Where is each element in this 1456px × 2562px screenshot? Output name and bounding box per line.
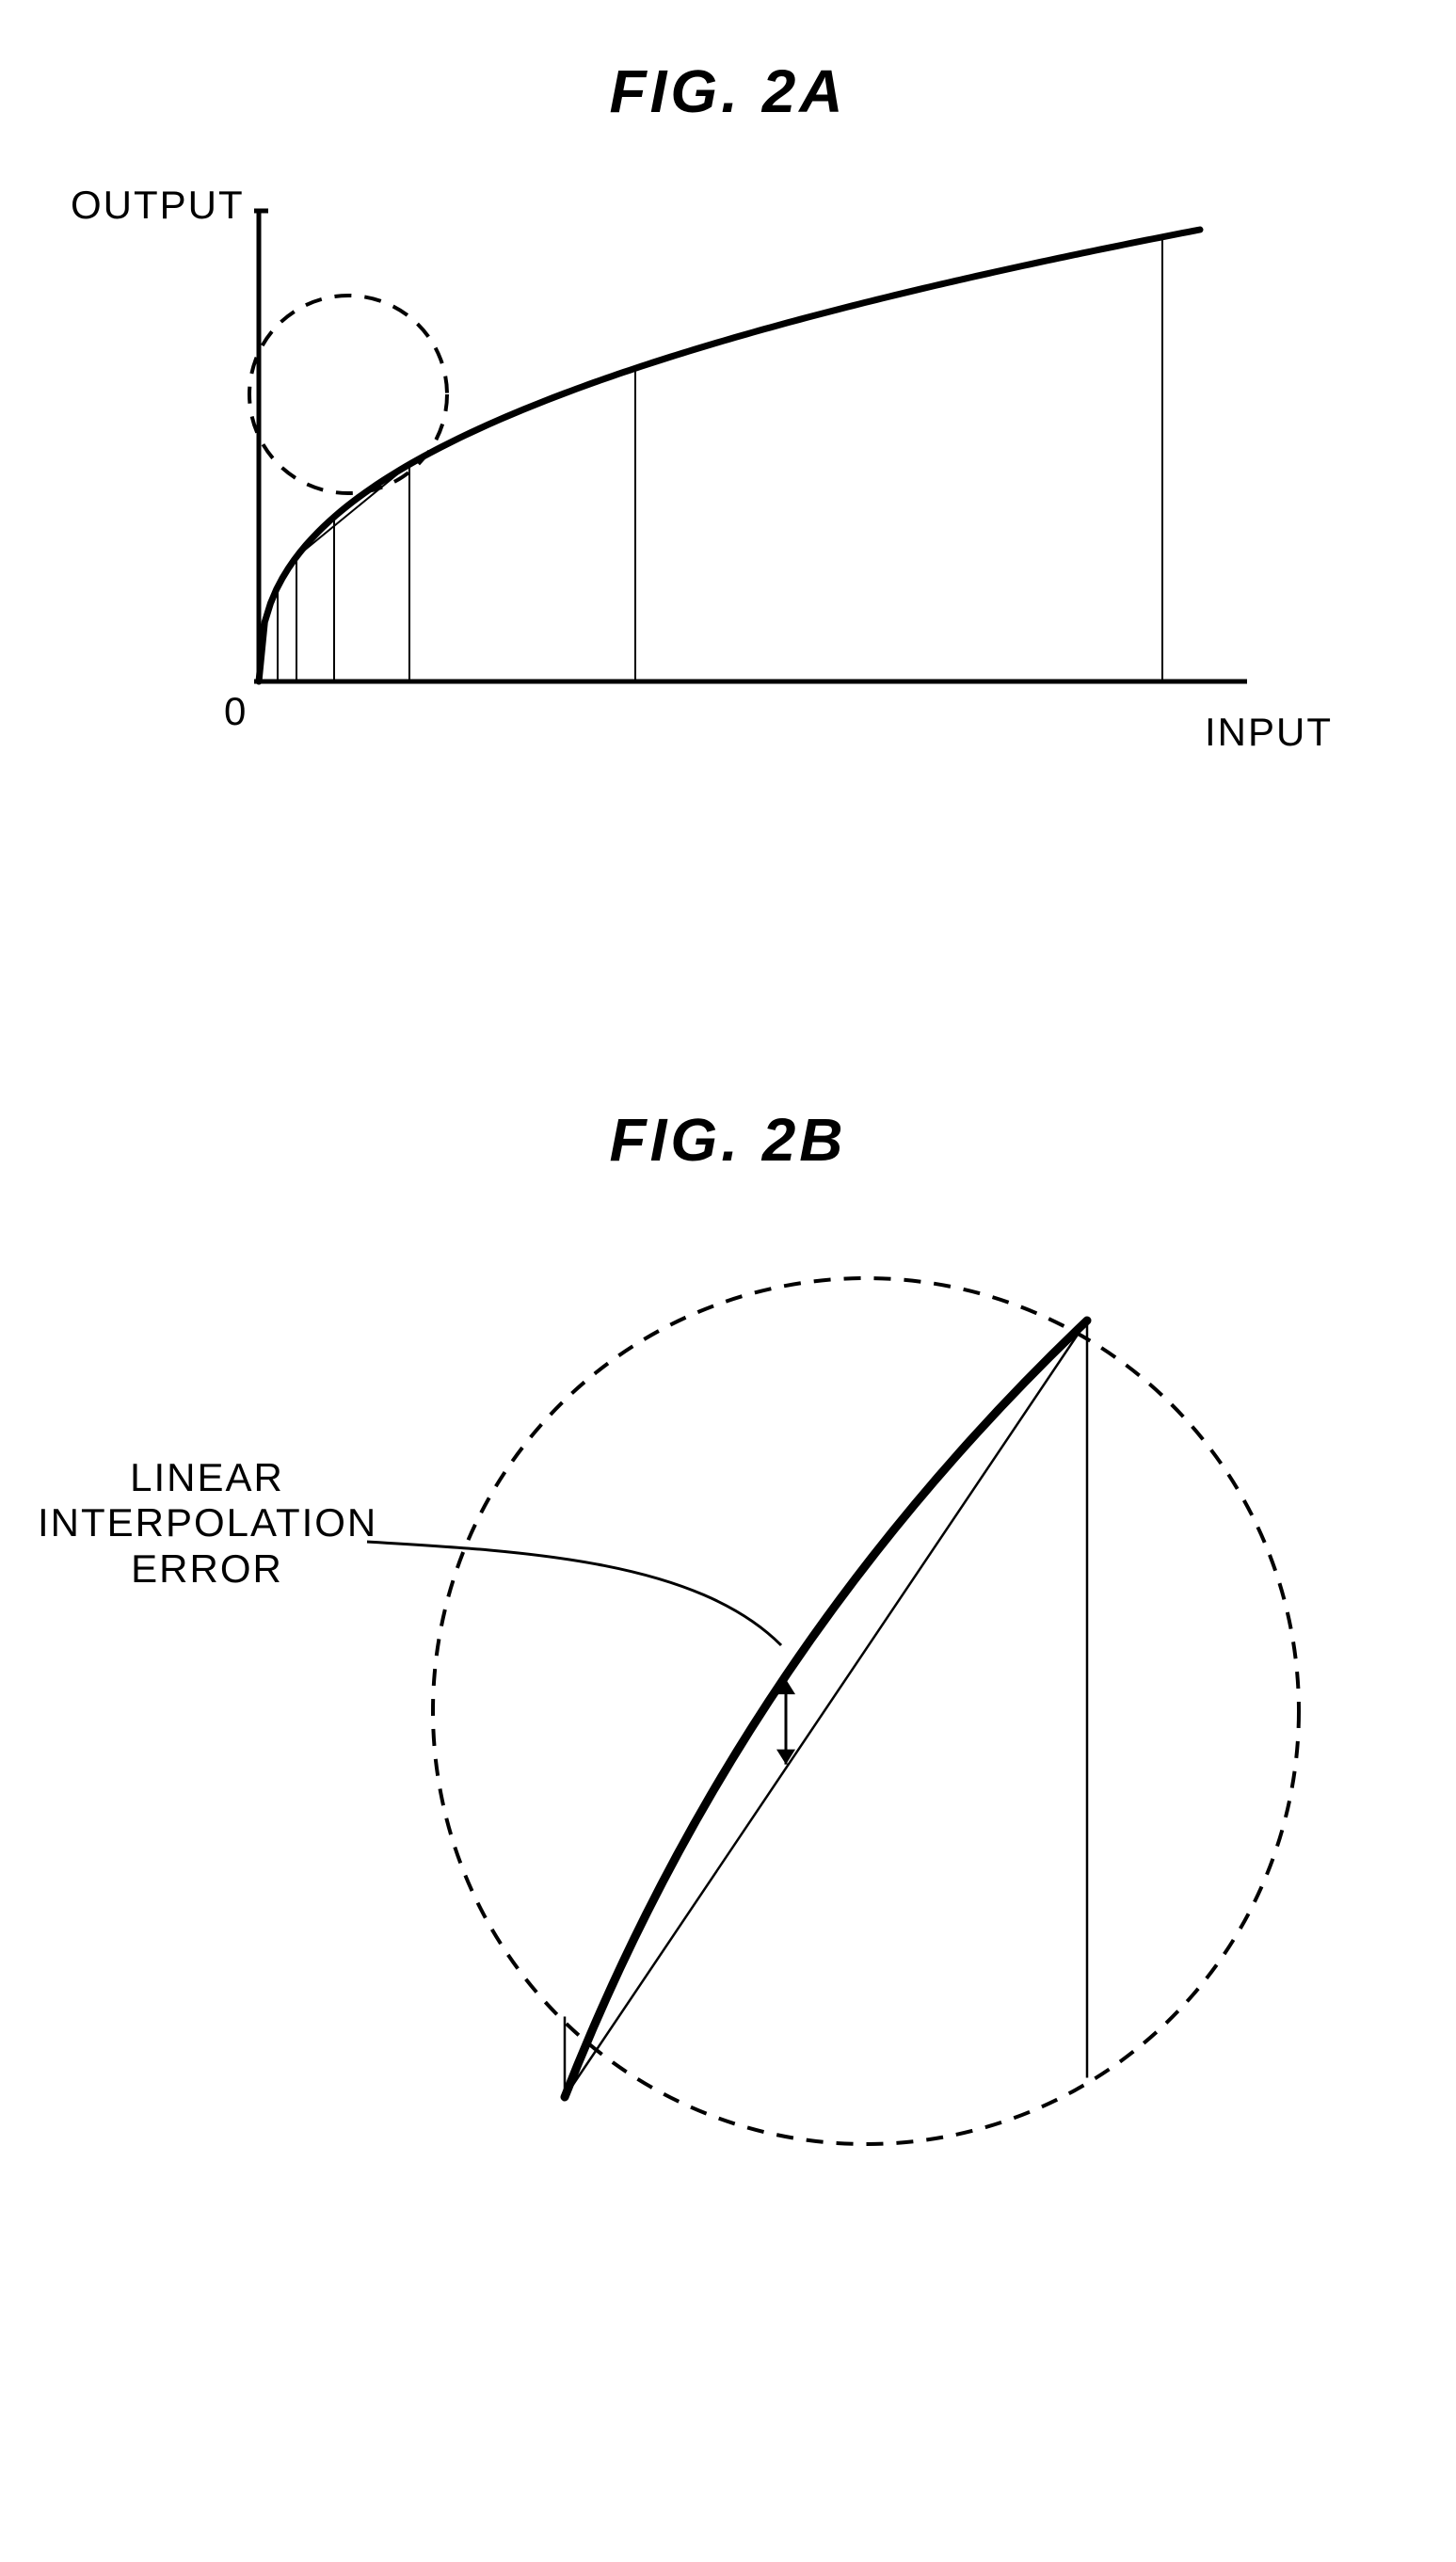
figure-2a-svg — [0, 154, 1456, 794]
figure-2a-title: FIG. 2A — [0, 0, 1456, 154]
figure-2a: FIG. 2A OUTPUT 0 INPUT — [0, 0, 1456, 794]
figure-2b: FIG. 2B LINEAR INTERPOLATION ERROR — [0, 1105, 1456, 2229]
figure-spacer — [0, 794, 1456, 1105]
figure-2b-title: FIG. 2B — [0, 1105, 1456, 1212]
zoom-circle — [433, 1278, 1299, 2144]
output-curve — [259, 230, 1200, 681]
figure-2b-plot-wrap: LINEAR INTERPOLATION ERROR — [0, 1212, 1456, 2229]
figure-2a-plot-wrap: OUTPUT 0 INPUT — [0, 154, 1456, 794]
page: FIG. 2A OUTPUT 0 INPUT FIG. 2B LINEAR IN… — [0, 0, 1456, 2229]
figure-2b-svg — [0, 1212, 1456, 2229]
zoom-chord — [565, 1321, 1087, 2097]
callout-leader — [367, 1542, 781, 1645]
